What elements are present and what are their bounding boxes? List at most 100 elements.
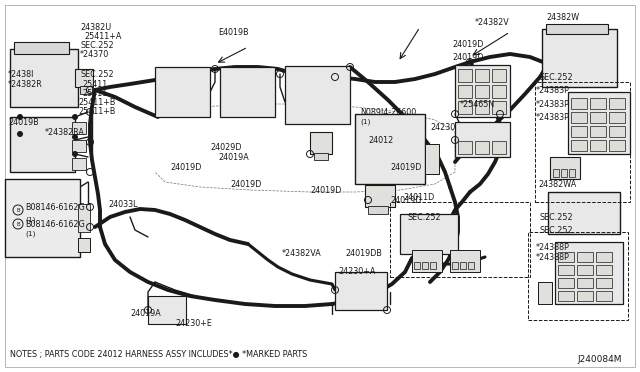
Bar	[400, 214, 458, 254]
Bar	[458, 101, 472, 114]
Bar	[590, 98, 606, 109]
Text: 25411+A: 25411+A	[84, 32, 122, 41]
Text: 24029D: 24029D	[210, 142, 241, 151]
Bar	[458, 141, 472, 154]
Bar	[569, 169, 575, 177]
Text: 24033L: 24033L	[108, 199, 138, 208]
Bar	[561, 169, 567, 177]
Text: E4019B: E4019B	[218, 28, 248, 36]
Text: 24230: 24230	[430, 122, 455, 131]
Bar	[571, 126, 587, 137]
Text: N089I4-26600: N089I4-26600	[360, 108, 416, 116]
Text: B: B	[16, 221, 20, 227]
Text: (1): (1)	[25, 231, 35, 237]
Text: 24019D: 24019D	[230, 180, 261, 189]
Text: *24370: *24370	[80, 49, 109, 58]
Bar	[609, 140, 625, 151]
Bar	[571, 112, 587, 123]
Bar	[455, 122, 510, 157]
Text: J240084M: J240084M	[577, 356, 622, 365]
Bar	[220, 67, 275, 117]
Bar	[78, 204, 90, 232]
Bar	[365, 185, 395, 207]
Text: B: B	[16, 208, 20, 212]
Bar	[558, 291, 574, 301]
Text: 24382W: 24382W	[546, 13, 579, 22]
Bar	[368, 206, 388, 214]
Bar	[492, 85, 506, 98]
Bar	[458, 85, 472, 98]
Bar	[78, 238, 90, 252]
Bar	[10, 49, 78, 107]
Bar	[475, 141, 489, 154]
Bar	[148, 296, 186, 324]
Text: 24019DB: 24019DB	[345, 250, 382, 259]
Bar	[590, 112, 606, 123]
Text: 24382WA: 24382WA	[538, 180, 576, 189]
Bar	[80, 86, 92, 94]
Text: 24012: 24012	[368, 135, 393, 144]
Text: 25411+B: 25411+B	[78, 106, 115, 115]
Text: *24382R: *24382R	[8, 80, 43, 89]
Bar	[535, 82, 630, 202]
Bar	[596, 291, 612, 301]
Bar	[571, 98, 587, 109]
Text: 24019D: 24019D	[310, 186, 341, 195]
Text: 24019A: 24019A	[218, 153, 249, 161]
Text: *24382V: *24382V	[475, 17, 509, 26]
Bar	[546, 24, 608, 34]
Bar	[5, 179, 80, 257]
Bar	[558, 265, 574, 275]
Text: *24388P: *24388P	[536, 253, 570, 262]
Bar	[550, 157, 580, 179]
Bar	[571, 140, 587, 151]
Bar	[458, 69, 472, 82]
Bar	[577, 291, 593, 301]
Bar	[452, 262, 458, 269]
Bar	[425, 144, 439, 174]
Circle shape	[72, 151, 77, 157]
Text: 24019D: 24019D	[452, 39, 483, 48]
Text: 24011D: 24011D	[403, 192, 435, 202]
Bar	[542, 29, 617, 87]
Bar	[568, 92, 630, 154]
Text: 25411+B: 25411+B	[78, 97, 115, 106]
Bar	[314, 153, 328, 160]
Bar	[553, 169, 559, 177]
Bar	[72, 140, 86, 152]
Bar	[285, 66, 350, 124]
Bar	[596, 252, 612, 262]
Text: *24383P: *24383P	[536, 99, 570, 109]
Bar	[528, 232, 628, 320]
Bar	[475, 85, 489, 98]
Text: 24019D: 24019D	[170, 163, 202, 171]
Circle shape	[72, 115, 77, 119]
Bar	[468, 262, 474, 269]
Bar	[155, 67, 210, 117]
Text: (1): (1)	[360, 119, 371, 125]
Text: B08146-6162G: B08146-6162G	[25, 202, 84, 212]
Text: (1): (1)	[25, 217, 35, 223]
Text: 24230+E: 24230+E	[175, 320, 212, 328]
Text: 24019B: 24019B	[8, 118, 39, 126]
Bar	[492, 101, 506, 114]
Bar	[590, 126, 606, 137]
Bar	[577, 252, 593, 262]
Text: SEC.252: SEC.252	[540, 225, 573, 234]
Bar	[538, 282, 552, 304]
Bar	[596, 278, 612, 288]
Bar	[609, 112, 625, 123]
Text: SEC.252: SEC.252	[540, 212, 573, 221]
Text: B08146-6162G: B08146-6162G	[25, 219, 84, 228]
Text: 24019D: 24019D	[452, 52, 483, 61]
Text: *25465N: *25465N	[460, 99, 495, 109]
Text: *24382VA: *24382VA	[282, 250, 322, 259]
Bar	[72, 158, 86, 170]
Circle shape	[72, 135, 77, 140]
Bar	[555, 242, 623, 304]
Bar	[596, 265, 612, 275]
Bar	[14, 42, 69, 54]
Bar	[609, 126, 625, 137]
Text: 25411: 25411	[82, 80, 108, 89]
Text: 24019D: 24019D	[390, 163, 421, 171]
